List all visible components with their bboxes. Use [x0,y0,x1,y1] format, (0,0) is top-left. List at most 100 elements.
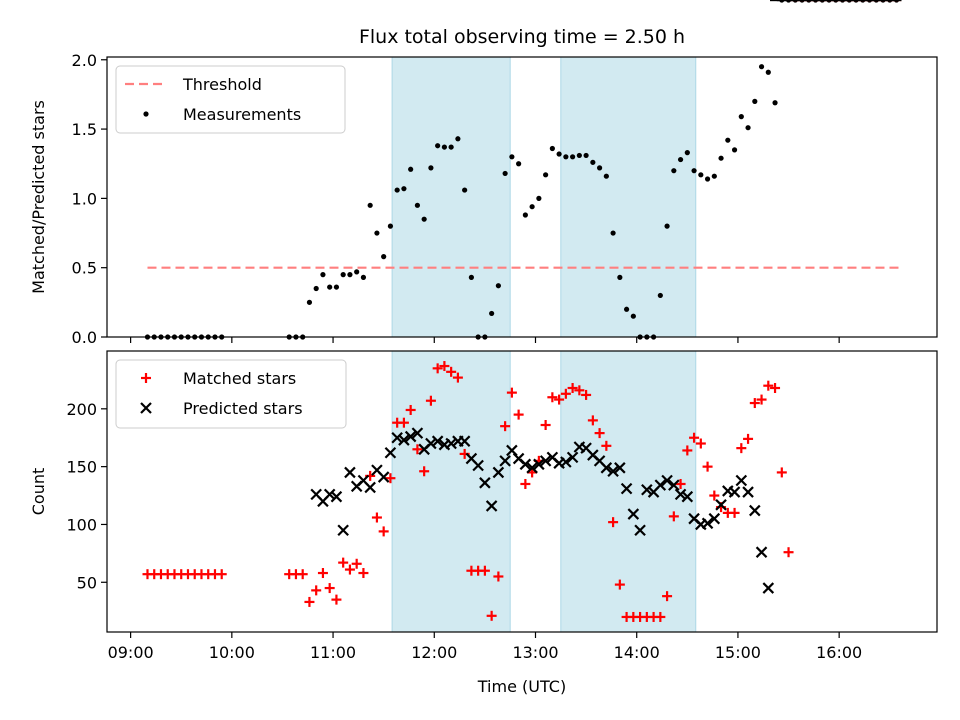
data-point [729,507,740,518]
data-point [731,147,738,153]
top-legend: Threshold Measurements [115,65,346,134]
data-point [614,579,625,590]
x-tick-label: 13:00 [512,643,558,662]
data-point [492,466,505,479]
data-point [338,557,349,568]
data-point [385,473,396,484]
data-point [485,500,498,512]
top-y-tick-label: 0.0 [72,328,97,347]
data-point [297,569,308,580]
data-point [776,467,787,478]
data-point [441,144,447,150]
bottom-legend: Matched stars Predicted stars [115,359,347,429]
data-point [681,490,694,503]
data-point [384,446,397,459]
data-point [742,486,754,498]
bottom-y-tick-label: 150 [66,458,97,477]
data-point [610,230,616,236]
data-point [738,114,744,120]
data-point [560,388,571,399]
data-point [590,159,596,165]
data-point [412,444,423,455]
data-point [405,404,416,415]
data-point [499,455,511,467]
data-point [566,451,579,464]
data-point [452,372,463,383]
data-point [634,524,646,537]
legend-swatch [141,373,151,383]
data-point [313,285,319,292]
data-point [543,172,549,178]
data-point [340,272,346,278]
data-point [684,150,690,156]
data-point [472,459,484,472]
legend-swatch [140,402,152,414]
data-point [354,269,360,275]
data-point [337,524,349,537]
data-point [526,462,538,474]
data-point [576,152,582,159]
data-point [360,274,367,280]
x-tick-label: 15:00 [715,643,761,662]
top-shaded-interval [560,56,697,338]
data-point [668,479,680,491]
data-point [752,98,758,104]
data-point [493,571,504,582]
data-point [736,443,747,454]
data-point [709,490,720,501]
data-point [743,433,754,444]
x-axis-label: Time (UTC) [477,677,566,696]
bottom-panel: 50 100 150 200 09:00 10:00 11:00 12:00 13:00 14:0… [29,0,938,662]
data-point [695,438,706,449]
legend-label: Matched stars [183,369,296,388]
data-point [614,462,626,474]
data-point [536,195,542,201]
data-point [502,170,508,177]
data-point [674,488,687,501]
data-point [394,187,400,193]
top-y-tick-label: 1.5 [72,120,97,139]
data-point [581,389,592,400]
data-point [587,415,598,426]
top-y-tick-label: 0.5 [72,259,97,278]
data-point [603,173,609,179]
top-y-axis-label: Matched/Predicted stars [29,100,48,294]
data-point [749,504,761,517]
data-point [458,435,471,447]
data-point [540,420,551,431]
data-point [655,611,666,622]
data-point [763,380,774,391]
data-point [489,310,495,317]
data-point [677,156,684,163]
data-point [513,409,524,420]
data-point [664,223,670,229]
x-tick-label: 14:00 [614,643,660,662]
data-point [522,212,528,218]
data-point [715,499,727,511]
bottom-y-tick-label: 100 [66,515,97,534]
data-point [509,154,515,160]
data-point [387,223,394,229]
bottom-y-axis-label: Count [29,468,48,516]
legend-label: Threshold [182,75,262,94]
data-point [689,432,700,443]
data-point [351,558,362,569]
data-point [556,151,562,157]
data-point [347,272,353,278]
x-tick-label: 16:00 [816,643,862,662]
data-point [608,517,619,528]
data-point [520,478,531,489]
top-y-tick-label: 2.0 [72,51,97,70]
data-point [425,395,436,406]
data-point [654,479,667,491]
bottom-series-predicted-stars [310,0,902,594]
data-point [756,394,767,405]
data-point [431,435,444,447]
data-point [567,383,578,394]
data-point [448,144,454,150]
data-point [455,136,461,142]
data-point [671,168,677,174]
data-point [529,204,535,210]
data-point [378,526,389,537]
data-point [462,187,468,193]
